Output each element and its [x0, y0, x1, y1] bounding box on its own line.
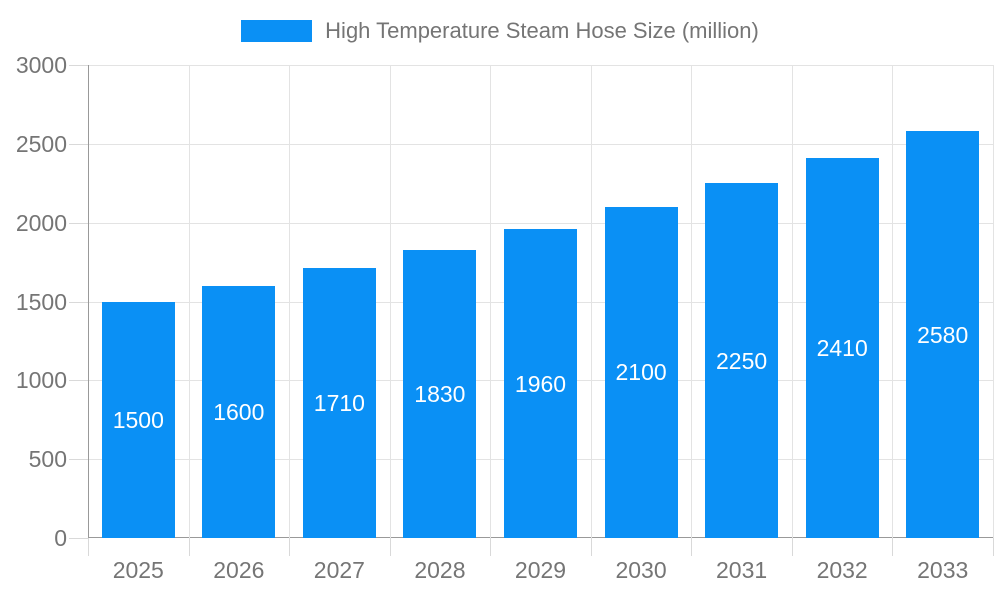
bar-value-label-2031: 2250: [716, 347, 768, 374]
plot-area: 1500 1600 1710 1830 1960 2100 2250 2410 2580: [69, 65, 994, 556]
x-tick-4: [490, 538, 491, 556]
gridline-v-3: [390, 65, 391, 538]
bar-2031[interactable]: 2250: [705, 183, 779, 539]
y-axis-label-1500: 1500: [15, 288, 67, 315]
bar-value-label-2033: 2580: [917, 321, 969, 348]
bar-value-label-2029: 1960: [514, 370, 567, 397]
bar-2030[interactable]: 2100: [604, 206, 678, 538]
bar-2025[interactable]: 1500: [101, 301, 175, 538]
bar-value-label-2025: 1500: [112, 406, 164, 433]
bar-2026[interactable]: 1600: [202, 285, 276, 538]
y-tick-0: [69, 538, 88, 539]
bar-2028[interactable]: 1830: [403, 249, 477, 538]
bar-2033[interactable]: 2580: [906, 131, 980, 538]
x-axis-label-2032: 2032: [816, 557, 868, 583]
gridline-v-6: [691, 65, 692, 538]
x-axis-label-2026: 2026: [213, 557, 265, 583]
x-axis-label-2028: 2028: [414, 557, 466, 583]
bar-value-label-2027: 1710: [313, 390, 365, 417]
x-tick-2: [289, 538, 290, 556]
bar-2027[interactable]: 1710: [302, 268, 376, 538]
x-axis-label-2025: 2025: [112, 557, 164, 583]
legend-swatch: [241, 20, 313, 42]
bar-value-label-2026: 1600: [213, 398, 265, 425]
x-tick-0: [88, 538, 89, 556]
bar-value-label-2028: 1830: [414, 380, 466, 407]
gridline-h-2000: [88, 222, 993, 224]
legend: High Temperature Steam Hose Size (millio…: [0, 17, 1000, 45]
x-axis-label-2031: 2031: [716, 557, 768, 583]
x-tick-8: [892, 538, 893, 556]
x-tick-9: [993, 538, 994, 556]
x-axis-label-2029: 2029: [514, 557, 567, 583]
y-axis-label-1000: 1000: [15, 367, 67, 394]
y-axis-label-3000: 3000: [15, 52, 67, 78]
gridline-v-9: [993, 65, 994, 538]
x-tick-5: [591, 538, 592, 556]
gridline-h-2500: [88, 143, 993, 145]
y-tick-500: [69, 459, 88, 461]
y-axis-line: [88, 65, 89, 538]
y-axis-label-500: 500: [28, 446, 67, 473]
x-axis-label-2033: 2033: [917, 557, 969, 583]
bar-2032[interactable]: 2410: [805, 158, 879, 538]
x-tick-6: [691, 538, 692, 556]
bar-2029[interactable]: 1960: [504, 229, 577, 538]
y-tick-3000: [69, 65, 88, 66]
bar-value-label-2032: 2410: [816, 335, 868, 361]
legend-label: High Temperature Steam Hose Size (millio…: [325, 18, 759, 43]
gridline-v-7: [792, 65, 793, 538]
y-axis-label-2000: 2000: [15, 209, 67, 236]
x-tick-3: [390, 538, 391, 556]
gridline-v-8: [892, 65, 893, 538]
gridline-v-1: [189, 65, 190, 538]
y-tick-1500: [69, 301, 88, 303]
gridline-h-3000: [88, 65, 993, 66]
x-axis-label-2027: 2027: [313, 557, 365, 583]
x-tick-7: [792, 538, 793, 556]
gridline-v-5: [591, 65, 592, 538]
gridline-v-4: [490, 65, 491, 538]
y-axis-label-0: 0: [54, 525, 67, 551]
x-axis-label-2030: 2030: [615, 557, 667, 583]
y-axis-label-2500: 2500: [15, 130, 67, 157]
y-tick-1000: [69, 380, 88, 382]
bar-value-label-2030: 2100: [615, 359, 667, 386]
x-tick-1: [189, 538, 190, 556]
y-tick-2000: [69, 222, 88, 224]
gridline-v-2: [289, 65, 290, 538]
legend-item[interactable]: High Temperature Steam Hose Size (millio…: [241, 17, 759, 45]
y-tick-2500: [69, 143, 88, 145]
